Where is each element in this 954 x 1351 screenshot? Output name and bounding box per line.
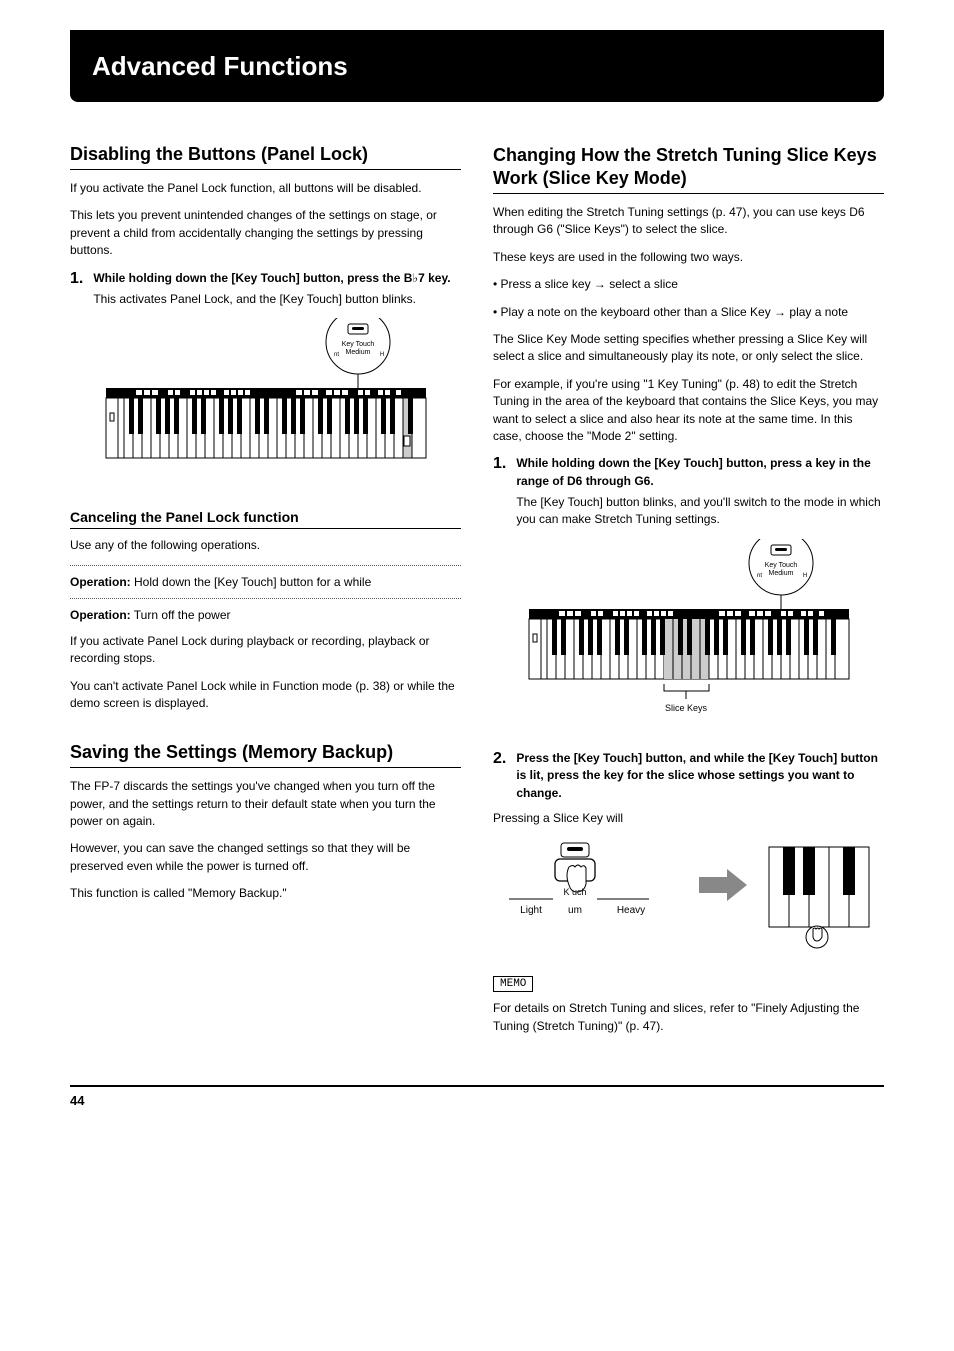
heading-memory-backup: Saving the Settings (Memory Backup) xyxy=(70,742,461,768)
svg-text:H: H xyxy=(803,573,807,579)
paragraph: However, you can save the changed settin… xyxy=(70,840,461,875)
page-number: 44 xyxy=(70,1093,884,1108)
title-text: Advanced Functions xyxy=(92,51,348,82)
svg-text:Medium: Medium xyxy=(768,570,793,577)
item-label: Operation: xyxy=(70,575,131,589)
list-item: • Press a slice key → select a slice xyxy=(493,276,884,293)
svg-text:um: um xyxy=(568,905,582,916)
step-1: 1. While holding down the [Key Touch] bu… xyxy=(70,270,461,309)
cancel-item-1: Operation: Hold down the [Key Touch] but… xyxy=(70,572,461,592)
step-bold: While holding down the [Key Touch] butto… xyxy=(93,271,412,285)
step-number: 2. xyxy=(493,750,506,802)
button-key-diagram: K uch Light um Heavy xyxy=(499,837,879,957)
svg-text:K uch: K uch xyxy=(563,887,586,897)
key-label-left: nt xyxy=(334,352,339,358)
step-desc: This activates Panel Lock, and the [Key … xyxy=(93,292,416,306)
list-item: • Play a note on the keyboard other than… xyxy=(493,304,884,321)
step-bold: While holding down the [Key Touch] butto… xyxy=(516,456,870,487)
memo-label: MEMO xyxy=(493,976,533,992)
step-number: 1. xyxy=(493,455,506,529)
step-bold: Press the [Key Touch] button, and while … xyxy=(516,751,878,800)
memo-paragraph: If you activate Panel Lock during playba… xyxy=(70,633,461,668)
two-column-layout: Disabling the Buttons (Panel Lock) If yo… xyxy=(70,144,884,1045)
svg-text:nt: nt xyxy=(757,573,762,579)
light-label: Light xyxy=(520,905,542,916)
figure-keyboard-slice-keys: Key Touch Medium nt H xyxy=(493,539,884,734)
keyboard-diagram: Key Touch Medium nt H xyxy=(96,318,436,488)
paragraph: This function is called "Memory Backup." xyxy=(70,885,461,902)
step-body: Press the [Key Touch] button, and while … xyxy=(516,750,884,802)
paragraph: If you activate the Panel Lock function,… xyxy=(70,180,461,197)
svg-text:Medium: Medium xyxy=(345,349,370,356)
step-body: While holding down the [Key Touch] butto… xyxy=(93,270,450,309)
callout-label: Key Touch xyxy=(341,341,374,348)
paragraph: This lets you prevent unintended changes… xyxy=(70,207,461,259)
svg-text:Key Touch: Key Touch xyxy=(764,562,797,569)
paragraph: These keys are used in the following two… xyxy=(493,249,884,266)
figure-keyboard-panel-lock: Key Touch Medium nt H xyxy=(70,318,461,493)
hand-press-icon xyxy=(806,926,828,948)
mode-header: Pressing a Slice Key will xyxy=(493,810,884,827)
step-2-right: 2. Press the [Key Touch] button, and whi… xyxy=(493,750,884,802)
item-label: Operation: xyxy=(70,608,131,622)
key-label-right: H xyxy=(380,352,384,358)
footer-rule xyxy=(70,1085,884,1087)
keyboard-diagram: Key Touch Medium nt H xyxy=(519,539,859,729)
paragraph: The FP-7 discards the settings you've ch… xyxy=(70,778,461,830)
paragraph: Use any of the following operations. xyxy=(70,537,461,554)
memo-paragraph: For details on Stretch Tuning and slices… xyxy=(493,1000,884,1035)
paragraph: For example, if you're using "1 Key Tuni… xyxy=(493,376,884,446)
figure-button-and-keys: K uch Light um Heavy xyxy=(493,837,884,957)
paragraph: The Slice Key Mode setting specifies whe… xyxy=(493,331,884,366)
left-column: Disabling the Buttons (Panel Lock) If yo… xyxy=(70,144,461,1045)
step-bold2: 7 key. xyxy=(418,271,450,285)
paragraph: When editing the Stretch Tuning settings… xyxy=(493,204,884,239)
title-bar: Advanced Functions xyxy=(70,30,884,102)
memo-block: MEMO For details on Stretch Tuning and s… xyxy=(493,973,884,1035)
dotted-divider xyxy=(70,598,461,599)
item-value: Hold down the [Key Touch] button for a w… xyxy=(131,575,372,589)
dotted-divider xyxy=(70,565,461,566)
step-body: While holding down the [Key Touch] butto… xyxy=(516,455,884,529)
heading-slice-key-mode: Changing How the Stretch Tuning Slice Ke… xyxy=(493,144,884,194)
arrow-right-icon xyxy=(699,869,747,901)
cancel-item-2: Operation: Turn off the power xyxy=(70,605,461,625)
step-desc: The [Key Touch] button blinks, and you'l… xyxy=(516,495,880,526)
heading-cancel-panel-lock: Canceling the Panel Lock function xyxy=(70,509,461,529)
step-1-right: 1. While holding down the [Key Touch] bu… xyxy=(493,455,884,529)
heading-panel-lock: Disabling the Buttons (Panel Lock) xyxy=(70,144,461,170)
slice-keys-label: Slice Keys xyxy=(664,703,707,713)
heavy-label: Heavy xyxy=(616,905,644,916)
step-number: 1. xyxy=(70,270,83,309)
item-value: Turn off the power xyxy=(131,608,231,622)
right-column: Changing How the Stretch Tuning Slice Ke… xyxy=(493,144,884,1045)
memo-paragraph: You can't activate Panel Lock while in F… xyxy=(70,678,461,713)
